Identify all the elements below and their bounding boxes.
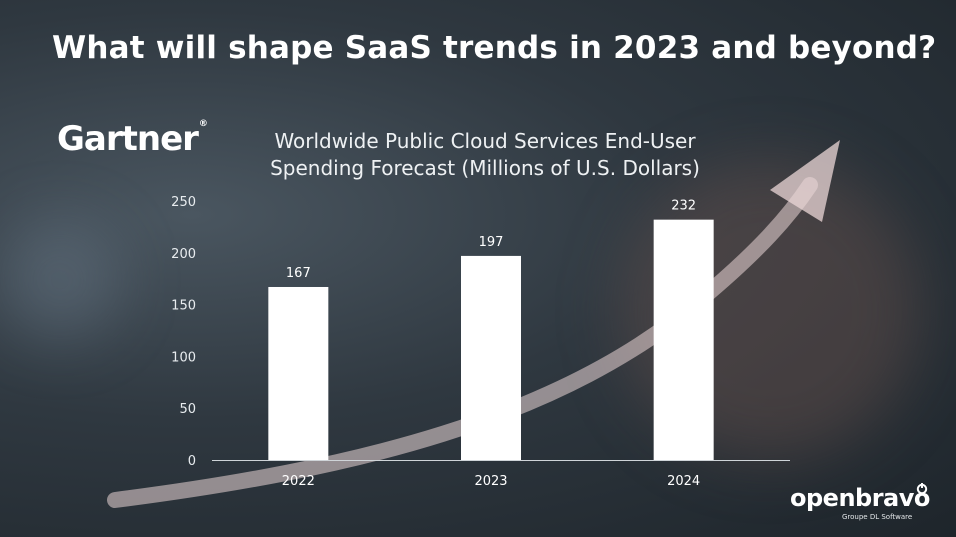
openbravo-logo: openbravo [790, 483, 930, 512]
x-tick-label: 2023 [474, 474, 507, 489]
data-label: 197 [479, 235, 504, 250]
arrow-head-decoration [770, 140, 840, 222]
rising-arrow-decoration [107, 177, 818, 508]
brand-tagline: Groupe DL Software [842, 513, 913, 521]
background-glow [0, 220, 120, 340]
data-label: 167 [286, 266, 311, 281]
y-tick-label: 150 [171, 299, 196, 314]
bar [268, 286, 329, 460]
chart-title: Worldwide Public Cloud Services End-User… [270, 129, 700, 180]
y-tick-label: 50 [179, 402, 196, 417]
bar [653, 219, 714, 460]
y-tick-label: 100 [171, 350, 196, 365]
y-tick-label: 250 [171, 195, 196, 210]
brand-name: openbravo [790, 484, 930, 512]
gartner-logo: Gartner® [57, 119, 208, 159]
y-tick-label: 200 [171, 247, 196, 262]
bar [461, 255, 521, 460]
y-tick-label: 0 [188, 454, 196, 469]
data-label: 232 [671, 199, 696, 214]
gartner-logo-text: Gartner [57, 119, 199, 159]
headline: What will shape SaaS trends in 2023 and … [52, 30, 937, 66]
power-icon [916, 483, 928, 494]
x-tick-label: 2024 [667, 474, 700, 489]
x-tick-label: 2022 [282, 474, 315, 489]
gartner-registered-mark: ® [198, 119, 208, 129]
